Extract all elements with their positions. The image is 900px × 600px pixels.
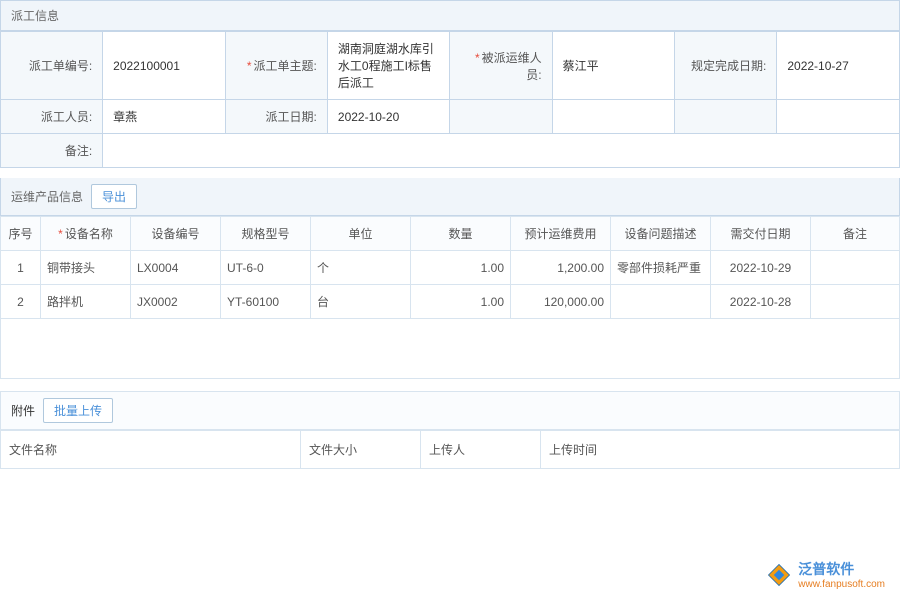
logo-text-cn: 泛普软件	[798, 559, 885, 579]
label-assignee: *被派运维人员:	[450, 32, 552, 100]
cell-unit: 台	[311, 285, 411, 319]
value-due-date: 2022-10-27	[777, 32, 900, 100]
cell-cost: 1,200.00	[511, 251, 611, 285]
export-button[interactable]: 导出	[91, 184, 137, 209]
cell-remark	[811, 285, 900, 319]
col-filename: 文件名称	[1, 431, 301, 469]
brand-logo: 泛普软件 www.fanpusoft.com	[765, 559, 885, 590]
cell-delivery: 2022-10-29	[711, 251, 811, 285]
cell-delivery: 2022-10-28	[711, 285, 811, 319]
cell-device-name: 铜带接头	[41, 251, 131, 285]
value-dispatcher: 章燕	[103, 100, 226, 134]
value-assignee: 蔡江平	[552, 32, 675, 100]
cell-unit: 个	[311, 251, 411, 285]
col-remark: 备注	[811, 217, 900, 251]
dispatch-info-header: 派工信息	[0, 0, 900, 31]
product-table: 序号 *设备名称 设备编号 规格型号 单位 数量 预计运维费用 设备问题描述 需…	[0, 216, 900, 319]
attach-title: 附件	[11, 402, 35, 419]
cell-spec: UT-6-0	[221, 251, 311, 285]
cell-spec: YT-60100	[221, 285, 311, 319]
value-empty1	[552, 100, 675, 134]
logo-icon	[765, 561, 793, 589]
product-info-header: 运维产品信息 导出	[0, 178, 900, 216]
cell-device-no: LX0004	[131, 251, 221, 285]
logo-text-url: www.fanpusoft.com	[798, 579, 885, 590]
label-dispatch-no: 派工单编号:	[1, 32, 103, 100]
col-issue: 设备问题描述	[611, 217, 711, 251]
value-empty2	[777, 100, 900, 134]
label-due-date: 规定完成日期:	[675, 32, 777, 100]
value-dispatch-no: 2022100001	[103, 32, 226, 100]
cell-seq: 1	[1, 251, 41, 285]
dispatch-info-table: 派工单编号: 2022100001 *派工单主题: 湖南洞庭湖水库引水工0程施工…	[0, 31, 900, 168]
col-unit: 单位	[311, 217, 411, 251]
bulk-upload-button[interactable]: 批量上传	[43, 398, 113, 423]
col-seq: 序号	[1, 217, 41, 251]
col-device-no: 设备编号	[131, 217, 221, 251]
label-dispatcher: 派工人员:	[1, 100, 103, 134]
cell-seq: 2	[1, 285, 41, 319]
col-cost: 预计运维费用	[511, 217, 611, 251]
col-device-name-text: 设备名称	[65, 227, 113, 241]
cell-issue	[611, 285, 711, 319]
col-spec: 规格型号	[221, 217, 311, 251]
cell-remark	[811, 251, 900, 285]
cell-issue: 零部件损耗严重	[611, 251, 711, 285]
cell-device-no: JX0002	[131, 285, 221, 319]
label-assignee-text: 被派运维人员:	[482, 51, 542, 82]
cell-device-name: 路拌机	[41, 285, 131, 319]
cell-qty: 1.00	[411, 285, 511, 319]
col-device-name: *设备名称	[41, 217, 131, 251]
cell-qty: 1.00	[411, 251, 511, 285]
cell-cost: 120,000.00	[511, 285, 611, 319]
label-remark: 备注:	[1, 134, 103, 168]
label-subject-text: 派工单主题:	[254, 59, 317, 73]
col-uploader: 上传人	[421, 431, 541, 469]
label-empty2	[675, 100, 777, 134]
attach-header: 附件 批量上传	[0, 391, 900, 430]
table-row: 1 铜带接头 LX0004 UT-6-0 个 1.00 1,200.00 零部件…	[1, 251, 900, 285]
label-dispatch-date: 派工日期:	[225, 100, 327, 134]
attach-table: 文件名称 文件大小 上传人 上传时间	[0, 430, 900, 469]
label-subject: *派工单主题:	[225, 32, 327, 100]
value-remark	[103, 134, 900, 168]
col-upload-time: 上传时间	[541, 431, 900, 469]
col-qty: 数量	[411, 217, 511, 251]
value-subject: 湖南洞庭湖水库引水工0程施工I标售后派工	[327, 32, 450, 100]
col-delivery: 需交付日期	[711, 217, 811, 251]
product-info-title: 运维产品信息	[11, 188, 83, 205]
table-spacer	[0, 319, 900, 379]
table-row: 2 路拌机 JX0002 YT-60100 台 1.00 120,000.00 …	[1, 285, 900, 319]
label-empty1	[450, 100, 552, 134]
value-dispatch-date: 2022-10-20	[327, 100, 450, 134]
col-filesize: 文件大小	[301, 431, 421, 469]
